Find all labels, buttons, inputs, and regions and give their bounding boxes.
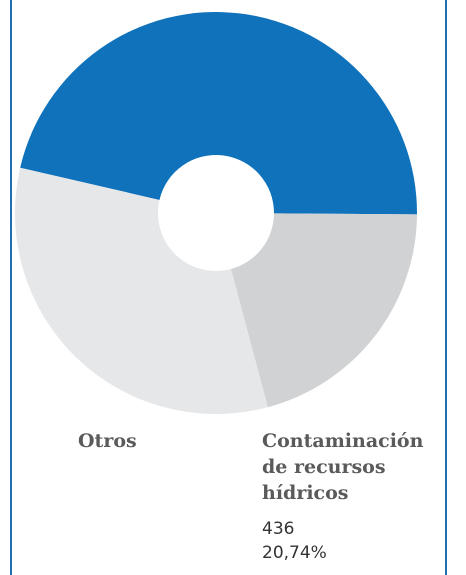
slice: [20, 12, 417, 215]
slice-count: 436: [262, 519, 295, 539]
slice-label: Contaminación de recursos hídricos: [262, 430, 424, 504]
slice-percent: 20,74%: [262, 543, 327, 563]
slice: [15, 167, 268, 414]
slice-label: Otros: [78, 430, 137, 452]
slice: [230, 213, 417, 408]
